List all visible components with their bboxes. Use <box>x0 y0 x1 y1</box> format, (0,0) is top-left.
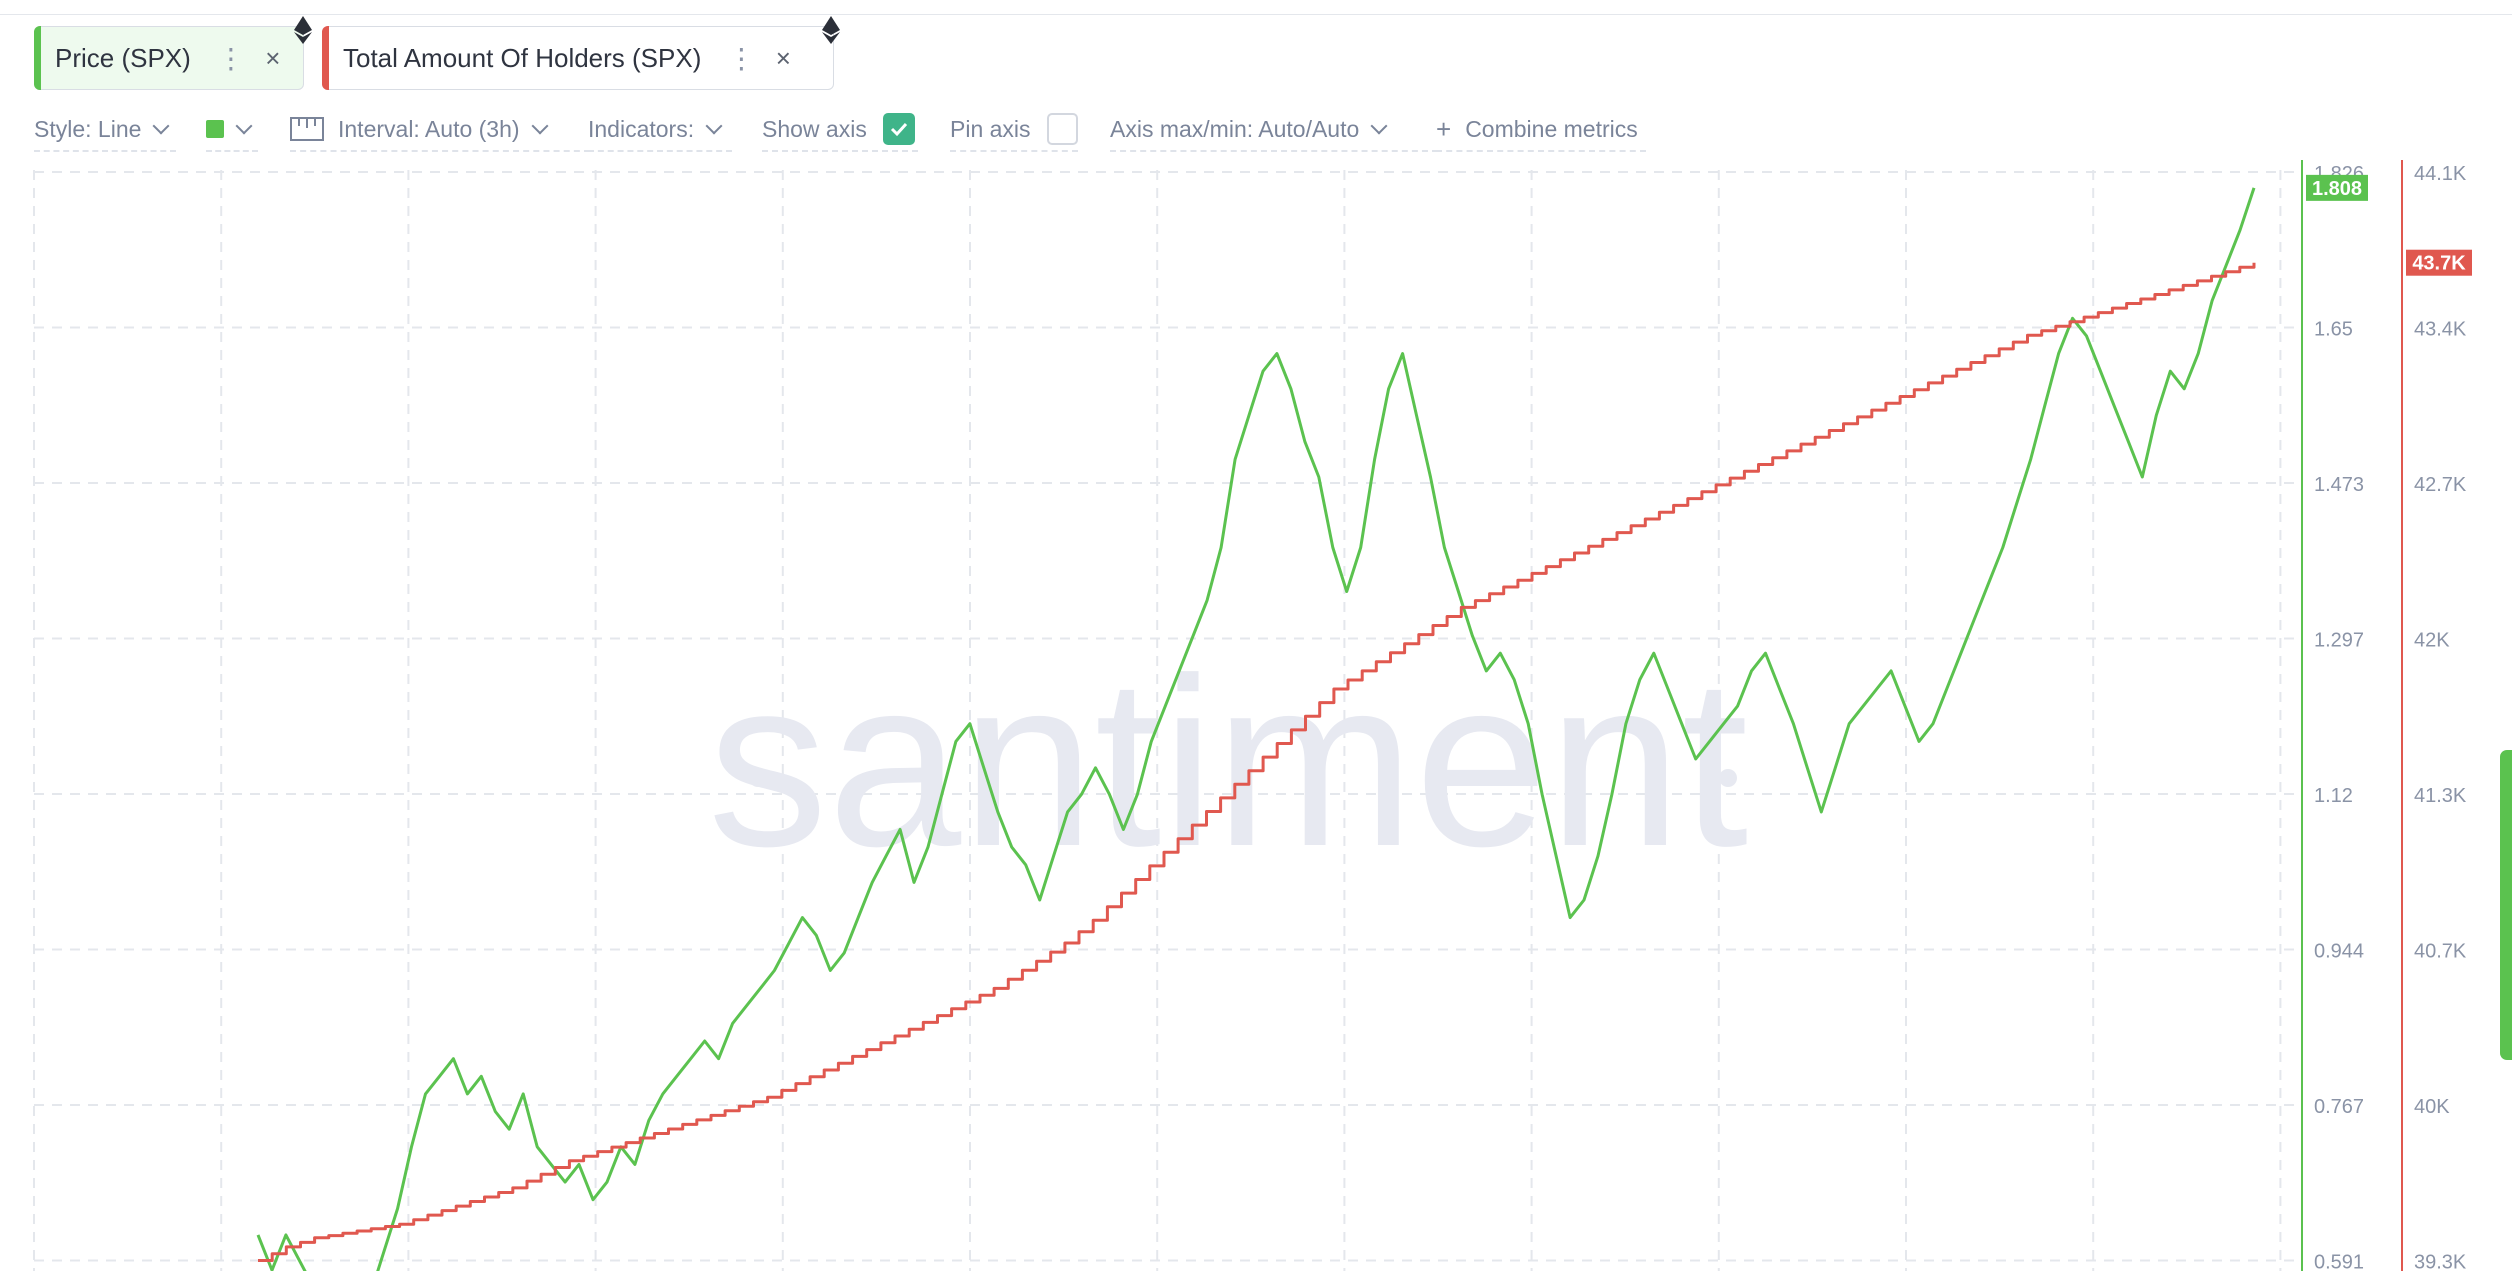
watermark-dot <box>1719 769 1737 787</box>
chart-area[interactable]: santiment 1.8261.651.4731.2971.120.9440.… <box>0 160 2512 1271</box>
axis-tick-label: 1.297 <box>2314 630 2364 652</box>
last-value-badge <box>2406 249 2472 276</box>
last-value-label: 43.7K <box>2412 253 2466 275</box>
interval-label: Interval: Auto (3h) <box>338 115 520 142</box>
axis-tick-label: 42K <box>2414 630 2450 652</box>
metric-color-stripe <box>322 26 329 90</box>
axis-tick-label: 1.12 <box>2314 785 2353 807</box>
axis-tick-label: 40K <box>2414 1096 2450 1118</box>
axis-tick-label: 43.4K <box>2414 319 2467 341</box>
interval-icon <box>290 117 324 141</box>
show-axis-label: Show axis <box>762 115 867 142</box>
axis-tick-label: 1.65 <box>2314 319 2353 341</box>
checkmark-icon <box>890 122 907 137</box>
chart-series <box>256 187 2256 1271</box>
indicators-label: Indicators: <box>588 115 695 142</box>
ethereum-icon <box>822 16 840 44</box>
color-dropdown[interactable] <box>206 108 258 152</box>
chart-axes: 1.8261.651.4731.2971.120.9440.7670.59144… <box>2301 160 2472 1271</box>
ethereum-icon <box>294 16 312 44</box>
metric-label-holders: Total Amount Of Holders (SPX) <box>343 42 702 73</box>
metric-color-stripe <box>34 26 41 90</box>
axis-maxmin-dropdown[interactable]: Axis max/min: Auto/Auto <box>1110 108 1438 152</box>
pin-axis-label: Pin axis <box>950 115 1031 142</box>
chevron-down-icon <box>235 117 253 135</box>
combine-metrics-button[interactable]: + Combine metrics <box>1436 108 1646 152</box>
style-label: Style: Line <box>34 115 142 142</box>
series-line-holders <box>258 262 2256 1262</box>
combine-metrics-label: Combine metrics <box>1465 115 1638 142</box>
axis-tick-label: 41.3K <box>2414 785 2467 807</box>
axis-maxmin-label: Axis max/min: Auto/Auto <box>1110 115 1360 142</box>
last-value-label: 1.808 <box>2312 178 2362 200</box>
axis-tick-label: 0.591 <box>2314 1252 2364 1271</box>
metric-tab-holders[interactable]: Total Amount Of Holders (SPX) ⋮ × <box>322 26 834 90</box>
axis-tick-label: 44.1K <box>2414 163 2467 185</box>
watermark-dot <box>749 769 767 787</box>
vertical-dots-icon[interactable]: ⋮ <box>727 42 756 74</box>
metric-label-price: Price (SPX) <box>55 42 191 73</box>
plus-icon: + <box>1436 113 1452 144</box>
pin-axis-toggle[interactable]: Pin axis <box>950 108 1078 152</box>
vertical-dots-icon[interactable]: ⋮ <box>216 42 245 74</box>
axis-tick-label: 40.7K <box>2414 941 2467 963</box>
style-dropdown[interactable]: Style: Line <box>34 108 176 152</box>
axis-tick-label: 0.767 <box>2314 1096 2364 1118</box>
show-axis-checkbox[interactable] <box>882 113 915 145</box>
watermark: santiment <box>708 628 1749 896</box>
last-value-badge <box>2306 174 2368 201</box>
side-panel-handle[interactable] <box>2500 750 2512 1060</box>
axis-tick-label: 1.473 <box>2314 474 2364 496</box>
chevron-down-icon <box>531 117 549 135</box>
color-swatch <box>206 120 224 138</box>
pin-axis-checkbox[interactable] <box>1046 113 1078 145</box>
chevron-down-icon <box>152 117 170 135</box>
axis-tick-label: 42.7K <box>2414 474 2467 496</box>
top-divider <box>0 14 2512 15</box>
chevron-down-icon <box>1370 117 1388 135</box>
close-icon[interactable]: × <box>775 42 791 73</box>
indicators-dropdown[interactable]: Indicators: <box>588 108 732 152</box>
axis-tick-label: 0.944 <box>2314 941 2364 963</box>
chevron-down-icon <box>705 117 723 135</box>
interval-dropdown[interactable]: Interval: Auto (3h) <box>290 108 590 152</box>
show-axis-toggle[interactable]: Show axis <box>762 108 918 152</box>
series-line-price <box>256 187 2256 1271</box>
close-icon[interactable]: × <box>265 42 281 73</box>
metric-tab-price[interactable]: Price (SPX) ⋮ × <box>34 26 304 90</box>
axis-tick-label: 39.3K <box>2414 1252 2467 1271</box>
